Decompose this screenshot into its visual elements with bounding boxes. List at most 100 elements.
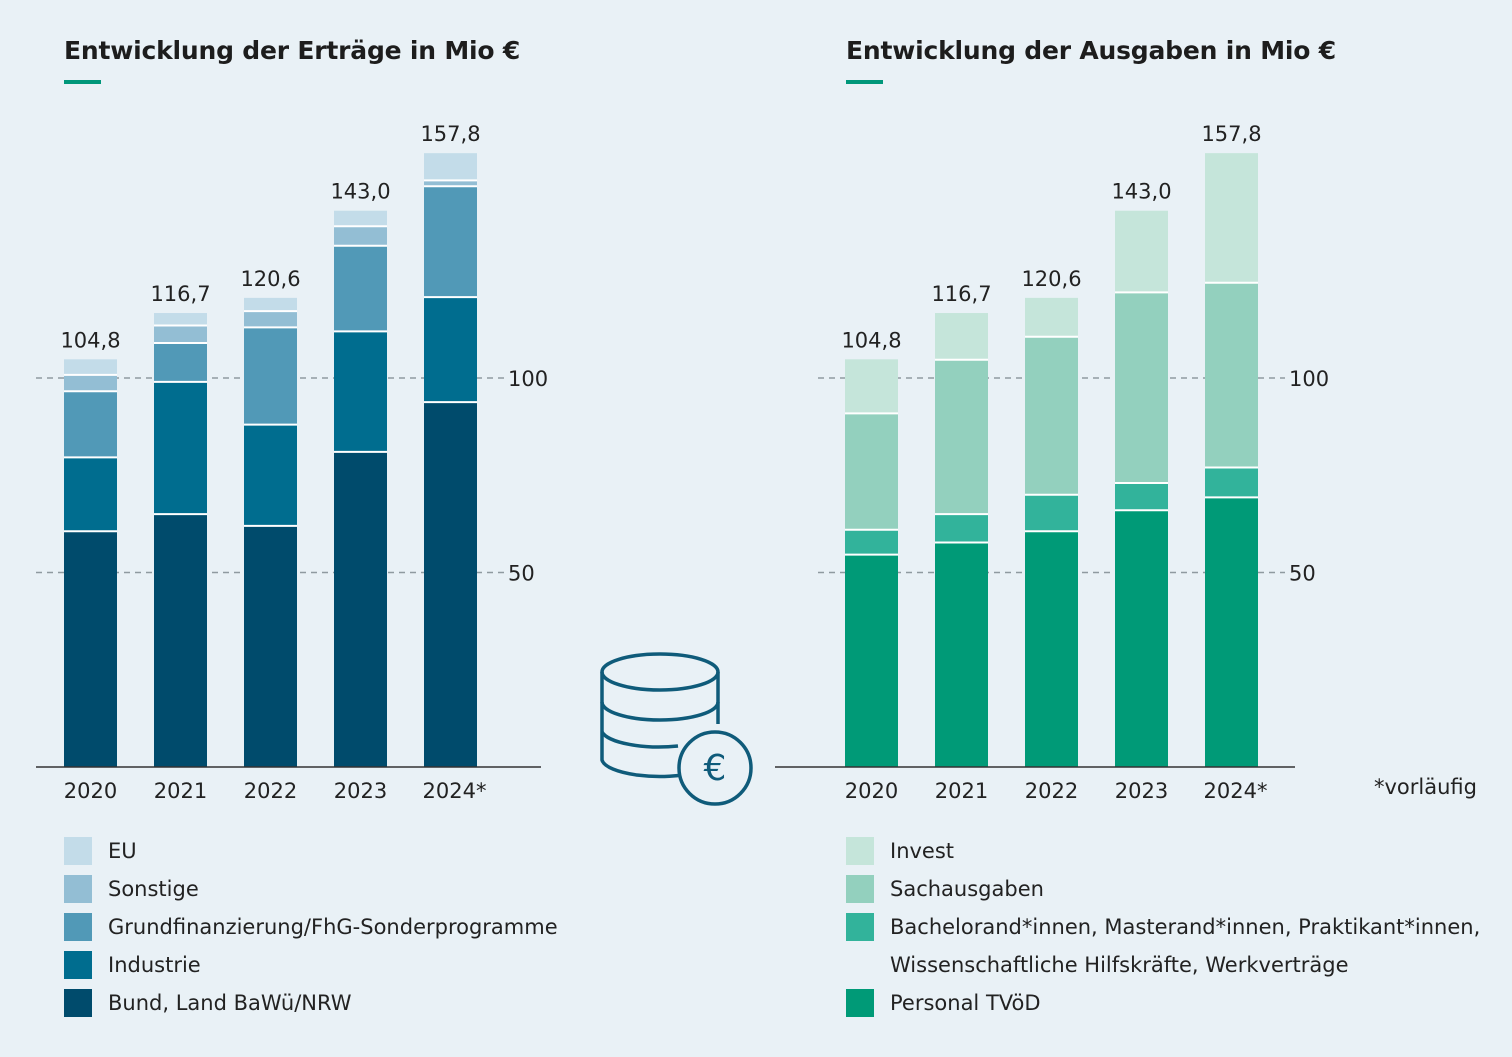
legend-label: Bund, Land BaWü/NRW [108, 991, 352, 1015]
bar-segment-2024-s0 [424, 402, 477, 767]
bar-segment-2021-s0 [935, 542, 988, 767]
legend-swatch [64, 837, 92, 865]
legend-label: Bachelorand*innen, Masterand*innen, Prak… [890, 915, 1481, 977]
legend-label: Invest [890, 839, 955, 863]
x-tick-label-2024: 2024* [1204, 779, 1268, 803]
bar-segment-2021-s3 [154, 325, 207, 343]
coin-stack-euro-icon: € [600, 652, 753, 806]
bar-segment-2020-s3 [64, 374, 117, 392]
legend-item: Grundfinanzierung/FhG-Sonderprogramme [64, 908, 558, 946]
bar-segment-2023-s1 [1115, 483, 1168, 511]
y-tick-label-50: 50 [508, 562, 535, 586]
legend-item: Sonstige [64, 870, 558, 908]
bar-segment-2023-s3 [334, 226, 387, 246]
bar-segment-2022-s0 [1025, 531, 1078, 767]
total-label-2022: 120,6 [240, 267, 300, 291]
legend-item: Invest [846, 832, 1480, 870]
bar-segment-2020-s2 [845, 413, 898, 530]
bar-segment-2023-s1 [334, 331, 387, 452]
bar-segment-2024-s2 [1205, 282, 1258, 468]
legend-ausgaben: Invest Sachausgaben Bachelorand*innen, Mas… [846, 832, 1480, 1022]
y-tick-label-50: 50 [1289, 562, 1316, 586]
legend-label: Sonstige [108, 877, 199, 901]
bar-segment-2020-s4 [64, 359, 117, 375]
bar-segment-2020-s1 [64, 457, 117, 532]
legend-swatch [846, 989, 874, 1017]
legend-item: Bachelorand*innen, Masterand*innen, Prak… [846, 908, 1480, 984]
x-tick-label-2024: 2024* [423, 779, 487, 803]
total-label-2021: 116,7 [150, 282, 210, 306]
bar-segment-2021-s3 [935, 313, 988, 360]
bar-segment-2022-s1 [1025, 494, 1078, 532]
x-tick-label-2020: 2020 [64, 779, 117, 803]
x-tick-label-2020: 2020 [845, 779, 898, 803]
legend-item: EU [64, 832, 558, 870]
legend-swatch [846, 875, 874, 903]
bar-segment-2021-s0 [154, 514, 207, 767]
bar-segment-2023-s2 [334, 245, 387, 332]
x-tick-label-2023: 2023 [334, 779, 387, 803]
legend-swatch [64, 951, 92, 979]
chart-ertraege: 50 100 104,8 2020 116,7 2021 120,6 2022 143,0 202… [36, 122, 548, 803]
bar-segment-2022-s4 [244, 297, 297, 312]
bar-segment-2023-s0 [1115, 510, 1168, 767]
legend-swatch [846, 913, 874, 941]
bar-segment-2023-s4 [334, 210, 387, 227]
bar-segment-2023-s3 [1115, 210, 1168, 293]
bar-segment-2022-s3 [244, 311, 297, 328]
bar-segment-2021-s1 [154, 381, 207, 515]
bar-segment-2024-s1 [424, 297, 477, 403]
svg-text:€: € [704, 748, 727, 789]
bar-segment-2024-s4 [424, 153, 477, 181]
bar-segment-2021-s1 [935, 514, 988, 543]
y-tick-label-100: 100 [508, 367, 548, 391]
bar-segment-2023-s2 [1115, 292, 1168, 484]
legend-item: Bund, Land BaWü/NRW [64, 984, 558, 1022]
bar-segment-2020-s3 [845, 359, 898, 414]
legend-item: Personal TVöD [846, 984, 1480, 1022]
y-tick-label-100: 100 [1289, 367, 1329, 391]
total-label-2020: 104,8 [841, 328, 901, 352]
legend-label: Sachausgaben [890, 877, 1044, 901]
bar-segment-2021-s4 [154, 313, 207, 326]
bar-segment-2020-s0 [845, 554, 898, 767]
bar-segment-2022-s2 [244, 327, 297, 425]
legend-item: Sachausgaben [846, 870, 1480, 908]
total-label-2024: 157,8 [1201, 122, 1261, 146]
legend-label: Industrie [108, 953, 201, 977]
total-label-2024: 157,8 [420, 122, 480, 146]
bar-segment-2024-s3 [424, 180, 477, 187]
title-ertraege: Entwicklung der Erträge in Mio € [64, 36, 521, 65]
bar-segment-2020-s0 [64, 531, 117, 767]
x-tick-label-2022: 2022 [244, 779, 297, 803]
bar-segment-2022-s3 [1025, 297, 1078, 337]
bar-segment-2021-s2 [154, 342, 207, 382]
legend-swatch [64, 875, 92, 903]
bar-segment-2022-s0 [244, 525, 297, 767]
x-tick-label-2023: 2023 [1115, 779, 1168, 803]
x-tick-label-2022: 2022 [1025, 779, 1078, 803]
total-label-2023: 143,0 [330, 180, 390, 204]
bar-segment-2024-s2 [424, 186, 477, 298]
bar-segment-2024-s3 [1205, 153, 1258, 283]
legend-item: Industrie [64, 946, 558, 984]
title-accent-ausgaben [846, 80, 883, 84]
legend-swatch [846, 837, 874, 865]
legend-label: Grundfinanzierung/FhG-Sonderprogramme [108, 915, 558, 939]
x-tick-label-2021: 2021 [154, 779, 207, 803]
bar-segment-2023-s0 [334, 451, 387, 767]
footnote-vorlaeufig: *vorläufig [1374, 775, 1477, 799]
chart-ausgaben: 50 100 104,8 2020 116,7 2021 120,6 2022 143,0 202… [775, 122, 1329, 803]
bar-segment-2022-s1 [244, 424, 297, 526]
legend-swatch [64, 913, 92, 941]
legend-swatch [64, 989, 92, 1017]
x-tick-label-2021: 2021 [935, 779, 988, 803]
bar-segment-2024-s1 [1205, 467, 1258, 498]
total-label-2022: 120,6 [1021, 267, 1081, 291]
title-accent-ertraege [64, 80, 101, 84]
total-label-2021: 116,7 [931, 282, 991, 306]
legend-label: Personal TVöD [890, 991, 1041, 1015]
bar-segment-2021-s2 [935, 359, 988, 515]
bar-segment-2024-s0 [1205, 497, 1258, 767]
legend-label: EU [108, 839, 137, 863]
